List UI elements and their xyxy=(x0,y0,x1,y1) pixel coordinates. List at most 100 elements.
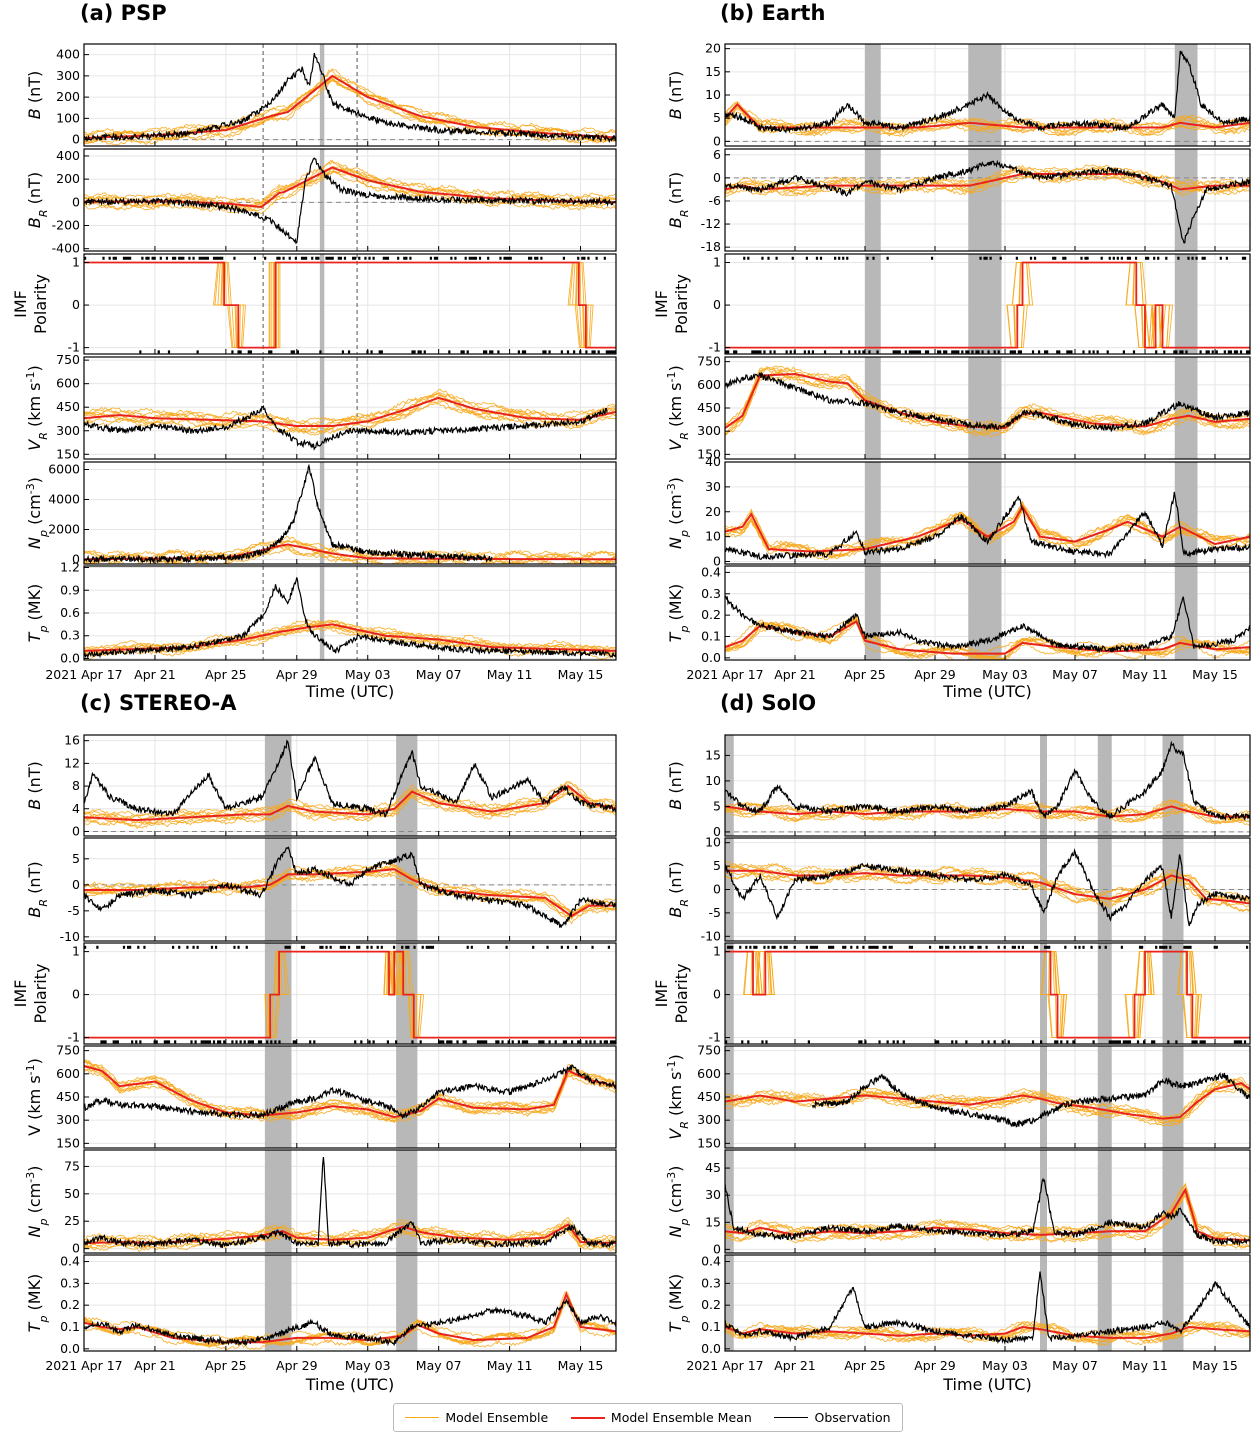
observation-line xyxy=(84,52,616,144)
observation-point xyxy=(765,1040,768,1044)
observation-point xyxy=(609,350,613,354)
observation-point xyxy=(174,256,177,260)
observation-point xyxy=(525,1040,529,1044)
observation-point xyxy=(577,1040,580,1044)
observation-point xyxy=(1046,350,1049,354)
panel-v: 150 300 450 600 750 VR (km s-1) xyxy=(665,1043,1251,1150)
observation-point xyxy=(1124,1040,1128,1044)
ytick-label: 50 xyxy=(64,1186,80,1201)
panel-traces xyxy=(725,848,1250,927)
observation-point xyxy=(407,945,410,949)
observation-point xyxy=(830,945,833,949)
observation-point xyxy=(562,256,565,260)
observation-point xyxy=(916,350,920,354)
observation-point xyxy=(611,1040,615,1044)
observation-point xyxy=(957,350,960,354)
observation-point xyxy=(1037,350,1041,354)
ylabel-unit: (MK) xyxy=(666,1274,685,1316)
observation-point xyxy=(327,256,330,260)
observation-point xyxy=(276,256,279,260)
xtick-label: Apr 21 xyxy=(774,667,816,682)
ylabel-sym: V xyxy=(666,1128,685,1140)
observation-point xyxy=(1068,350,1071,354)
observation-point xyxy=(566,945,570,949)
shaded-interval xyxy=(1174,254,1198,354)
observation-point xyxy=(221,256,224,260)
observation-point xyxy=(729,945,732,949)
observation-point xyxy=(997,945,1000,949)
ensemble-member xyxy=(725,168,1250,195)
shaded-interval xyxy=(968,566,1002,660)
observation-point xyxy=(495,1040,498,1044)
shaded-interval xyxy=(865,44,881,146)
observation-point xyxy=(270,1040,273,1044)
observation-point xyxy=(178,256,181,260)
observation-point xyxy=(1155,350,1158,354)
ylabel-sub: R xyxy=(678,432,691,440)
observation-point xyxy=(313,1040,316,1044)
observation-point xyxy=(811,350,815,354)
ytick-label: -1 xyxy=(68,340,80,355)
shaded-interval xyxy=(865,462,881,564)
ytick-label: 400 xyxy=(56,148,80,163)
observation-point xyxy=(1193,1040,1196,1044)
observation-point xyxy=(200,1040,203,1044)
observation-point xyxy=(570,1040,574,1044)
ylabel-line1: IMF xyxy=(11,980,30,1008)
ytick-label: 6000 xyxy=(48,462,80,477)
observation-point xyxy=(930,256,934,260)
ylabel-line2: Polarity xyxy=(31,964,50,1024)
observation-point xyxy=(413,350,416,354)
ylabel-line2: Polarity xyxy=(672,964,691,1024)
ensemble-member xyxy=(725,863,1250,907)
observation-point xyxy=(114,1040,117,1044)
observation-point xyxy=(613,350,616,354)
observation-point xyxy=(775,256,778,260)
observation-point xyxy=(605,350,608,354)
observation-point xyxy=(1013,350,1016,354)
observation-point xyxy=(548,350,551,354)
observation-point xyxy=(1046,945,1049,949)
panel-pol: -1 0 1 IMF Polarity xyxy=(11,942,617,1045)
observation-point xyxy=(1241,256,1245,260)
observation-point xyxy=(249,1040,252,1044)
observation-point xyxy=(84,945,87,949)
ensemble-member xyxy=(725,1079,1250,1123)
ytick-label: 0 xyxy=(713,882,721,897)
shaded-interval xyxy=(968,357,1002,459)
observation-point xyxy=(1128,256,1132,260)
observation-point xyxy=(1128,1040,1132,1044)
ensemble-member xyxy=(87,262,616,349)
observation-point xyxy=(1183,945,1186,949)
observation-point xyxy=(392,945,396,949)
ylabel: BR (nT) xyxy=(666,861,691,917)
observation-point xyxy=(1035,945,1039,949)
observation-point xyxy=(476,1040,480,1044)
ytick-label: 200 xyxy=(56,89,80,104)
observation-point xyxy=(259,1040,263,1044)
observation-point xyxy=(372,256,375,260)
ytick-label: 16 xyxy=(64,733,80,748)
ytick-label: 0.1 xyxy=(701,1319,721,1334)
observation-point xyxy=(987,350,990,354)
panel-frame xyxy=(724,1149,1251,1254)
ylabel-unit: (km s xyxy=(25,383,44,433)
observation-point xyxy=(856,945,859,949)
ytick-label: 5 xyxy=(713,110,721,125)
panel-traces xyxy=(725,595,1250,660)
observation-point xyxy=(505,256,508,260)
observation-point xyxy=(542,350,545,354)
ylabel: BR (nT) xyxy=(666,172,691,228)
observation-point xyxy=(1142,1040,1146,1044)
panel-traces xyxy=(84,945,616,1044)
panel-traces xyxy=(725,1177,1250,1250)
observation-point xyxy=(743,256,746,260)
ensemble-member xyxy=(725,865,1250,904)
observation-point xyxy=(206,1040,209,1044)
ensemble-member xyxy=(84,1224,616,1253)
observation-point xyxy=(517,1040,520,1044)
observation-point xyxy=(939,350,942,354)
ylabel-unit: (nT) xyxy=(25,71,44,108)
observation-point xyxy=(739,945,742,949)
observation-point xyxy=(1187,945,1190,949)
